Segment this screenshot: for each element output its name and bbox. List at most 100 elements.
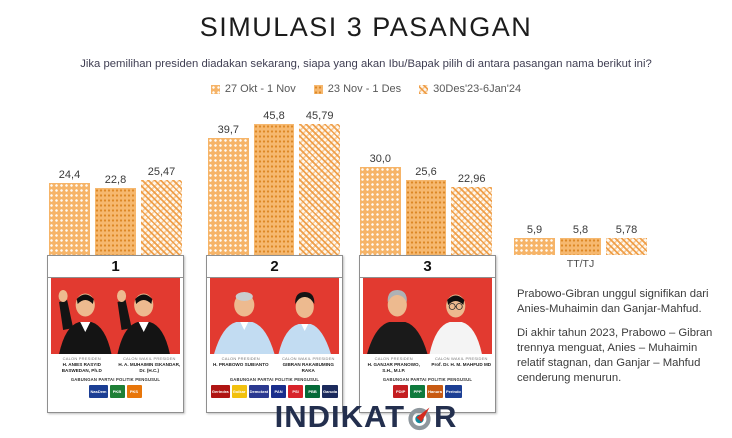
bar-value-label: 45,8 [263, 110, 285, 122]
brand-text-right: R [434, 399, 458, 434]
president-name: H. GANJAR PRANOWO, S.H., M.I.P. [367, 362, 420, 373]
candidate-card-1: 1 CALON PRESIDEN [47, 255, 184, 413]
bar-value-label: 5,78 [615, 223, 638, 236]
bar-value-label: 25,47 [147, 165, 176, 178]
president-name: H. PRABOWO SUBIANTO [212, 362, 269, 367]
legend-swatch-orange-weave [419, 84, 429, 94]
bar-cell: 22,96 [451, 110, 493, 255]
president-name: H. ANIES RASYID BASWEDAN, Ph.D [61, 362, 102, 373]
card-1-party-logos: NasDem PKB PKS [48, 385, 183, 399]
bar-series1-group4 [514, 237, 555, 255]
vp-role-label: CALON WAKIL PRESIDEN [434, 356, 488, 361]
bar-value-label: 45,79 [305, 110, 334, 122]
note-2: Di akhir tahun 2023, Prabowo – Gibran tr… [517, 327, 713, 385]
bar-cell: 25,47 [141, 110, 182, 255]
anies-muhaimin-photo [51, 278, 180, 354]
party-logo-garuda: Garuda [322, 385, 339, 399]
bar-series1-group1 [49, 183, 90, 255]
candidate-card-2: 2 CALON PRESIDEN H. PRABOWO SUBIANTO [206, 255, 343, 413]
party-logo-pks: PKS [126, 385, 142, 399]
bar-group-4: 5,9 5,8 5,78 [514, 110, 647, 255]
party-logo-golkar: Golkar [231, 385, 247, 399]
legend-swatch-dots-dark [313, 84, 323, 94]
vp-role-label: CALON WAKIL PRESIDEN [281, 356, 335, 361]
party-logo-pkb: PKB [109, 385, 125, 399]
bar-value-label: 5,9 [526, 223, 543, 236]
legend-label: 30Des'23-6Jan'24 [433, 83, 522, 95]
survey-question: Jika pemilihan presiden diadakan sekaran… [80, 58, 652, 70]
card-3-number: 3 [360, 256, 495, 278]
bar-value-label: 30,0 [369, 152, 392, 165]
bar-series3-group3 [451, 187, 493, 255]
legend: 27 Okt - 1 Nov 23 Nov - 1 Des 30Des'23-6Ja… [0, 83, 732, 95]
bar-value-label: 22,8 [104, 173, 127, 186]
party-logo-pdip: PDIP [393, 385, 409, 399]
bar-cell: 24,4 [49, 110, 90, 255]
card-1-photo [51, 278, 180, 354]
indikator-logo: INDIKAT R [0, 401, 732, 432]
legend-swatch-dots-white [210, 84, 220, 94]
bar-group-2: 39,7 45,8 45,79 [208, 110, 341, 255]
card-2-party-logos: Gerindra Golkar Demokrat PAN PSI PBB Garuda [207, 385, 342, 399]
legend-item-dots-dark: 23 Nov - 1 Des [313, 83, 402, 95]
card-3-photo [363, 278, 492, 354]
party-logo-psi: PSI [288, 385, 304, 399]
bar-value-label: 25,6 [415, 165, 437, 178]
legend-item-dots-white: 27 Okt - 1 Nov [210, 83, 296, 95]
tt-tj-label: TT/TJ [566, 258, 595, 270]
compass-icon [408, 407, 431, 430]
party-logo-pbb: PBB [305, 385, 321, 399]
bar-cell: 5,9 [514, 110, 555, 255]
vp-role-label: CALON WAKIL PRESIDEN [122, 356, 176, 361]
party-logo-gerindra: Gerindra [210, 385, 230, 399]
party-logo-nasdem: NasDem [89, 385, 108, 399]
vp-name: H. A. MUHAIMIN ISKANDAR, Dr. (H.C.) [118, 362, 181, 373]
bar-cell: 39,7 [208, 110, 249, 255]
brand-text-left: INDIKAT [274, 399, 406, 434]
prabowo-gibran-photo [210, 278, 339, 354]
president-role-label: CALON PRESIDEN [374, 356, 413, 361]
president-role-label: CALON PRESIDEN [62, 356, 101, 361]
party-logo-perindo: Perindo [444, 385, 462, 399]
bar-value-label: 22,96 [457, 173, 486, 186]
party-logo-ppp: PPP [410, 385, 426, 399]
bar-group-1: 24,4 22,8 25,47 [49, 110, 182, 255]
bar-cell: 22,8 [95, 110, 136, 255]
card-2-photo [210, 278, 339, 354]
bar-series1-group2 [208, 137, 249, 255]
bar-cell: 30,0 [360, 110, 401, 255]
ganjar-mahfud-photo [363, 278, 492, 354]
card-3-names: CALON PRESIDEN H. GANJAR PRANOWO, S.H., … [360, 356, 495, 373]
bar-cell: 45,8 [253, 110, 295, 255]
analysis-notes: Prabowo-Gibran unggul signifikan dari An… [517, 287, 722, 395]
note-1: Prabowo-Gibran unggul signifikan dari An… [517, 288, 709, 316]
vp-name: Prof. Dr. H. M. MAHFUD MD [431, 362, 492, 367]
coalition-label: GABUNGAN PARTAI POLITIK PENGUSUL [70, 377, 161, 383]
party-logo-pan: PAN [271, 385, 287, 399]
bar-cell: 5,78 [606, 110, 647, 255]
bar-cell: 25,6 [405, 110, 447, 255]
legend-item-orange-weave: 30Des'23-6Jan'24 [419, 83, 521, 95]
candidate-card-3: 3 CALON PRESIDEN H. GANJAR PRANOWO, S.H. [359, 255, 496, 413]
vp-name: GIBRAN RAKABUMING RAKA [282, 362, 334, 373]
bar-group-3: 30,0 25,6 22,96 [360, 110, 493, 255]
legend-label: 27 Okt - 1 Nov [224, 83, 296, 95]
bar-cell: 5,8 [560, 110, 601, 255]
bar-series3-group4 [606, 237, 647, 255]
party-logo-hanura: Hanura [427, 385, 443, 399]
bar-series3-group2 [299, 124, 341, 255]
bar-series2-group3 [405, 179, 447, 255]
president-role-label: CALON PRESIDEN [221, 356, 260, 361]
page-title: SIMULASI 3 PASANGAN [199, 12, 533, 42]
bar-series2-group1 [95, 187, 136, 255]
card-1-number: 1 [48, 256, 183, 278]
bar-series1-group3 [360, 166, 401, 255]
bar-value-label: 24,4 [58, 169, 81, 181]
bar-series2-group4 [560, 237, 601, 255]
legend-label: 23 Nov - 1 Des [327, 83, 402, 95]
card-2-number: 2 [207, 256, 342, 278]
bar-cell: 45,79 [299, 110, 341, 255]
bar-value-label: 39,7 [217, 123, 240, 136]
party-logo-demokrat: Demokrat [248, 385, 270, 399]
card-3-party-logos: PDIP PPP Hanura Perindo [360, 385, 495, 399]
